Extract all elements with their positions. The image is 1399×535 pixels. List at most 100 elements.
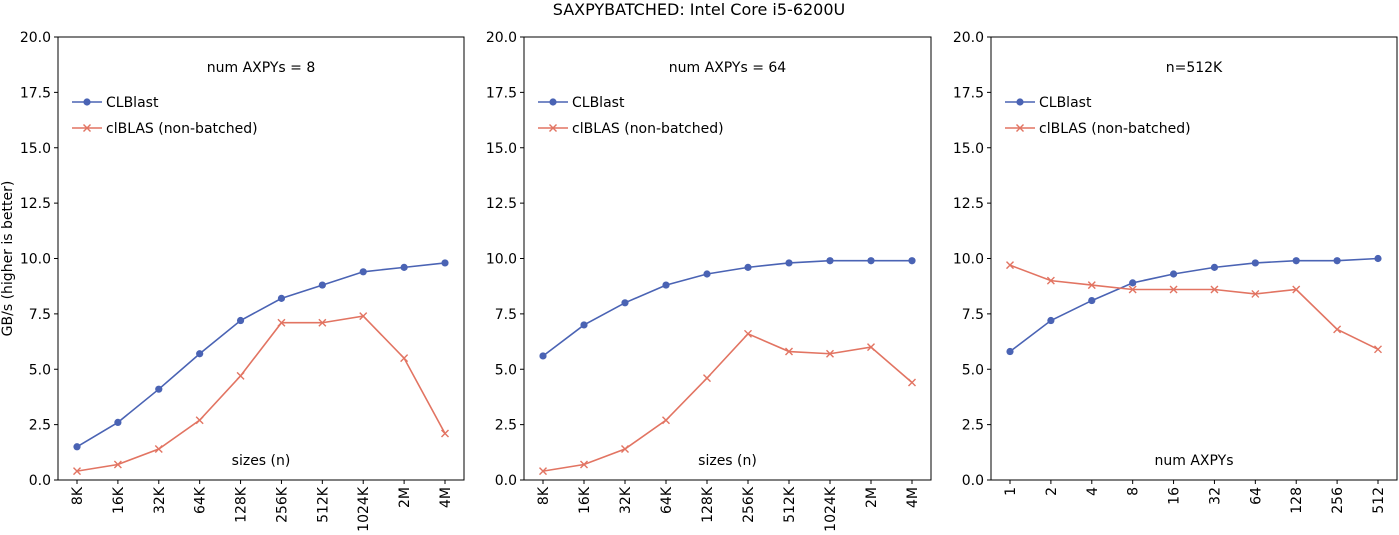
x-marker-stroke — [113, 460, 122, 469]
data-point-clblas — [195, 416, 204, 425]
data-point-clblast — [744, 263, 752, 271]
data-point-clblas — [113, 460, 122, 469]
x-marker-stroke — [73, 467, 81, 476]
legend: CLBlast clBLAS (non-batched) — [72, 95, 258, 137]
y-tick-label: 10.0 — [20, 252, 51, 268]
x-marker-stroke — [318, 318, 327, 327]
legend-item-clblas: clBLAS (non-batched) — [1005, 121, 1191, 137]
series-line-clblast — [76, 262, 446, 448]
y-tick-label: 20.0 — [486, 30, 517, 46]
data-point-clblast — [441, 259, 449, 267]
data-point-clblast — [1006, 347, 1014, 356]
x-tick-label: 4 — [1085, 487, 1101, 496]
panel-annotation: num AXPYs = 8 — [207, 60, 316, 76]
legend-marker — [549, 124, 557, 132]
x-tick-label: 4M — [905, 487, 921, 508]
x-marker-stroke — [1374, 345, 1382, 354]
legend-marker — [1016, 98, 1024, 106]
data-point-clblas — [908, 378, 916, 387]
x-marker-stroke — [1128, 285, 1137, 294]
data-point-clblast — [703, 270, 711, 278]
data-point-clblas — [703, 374, 711, 383]
series-line-clblast — [542, 259, 912, 357]
data-point-clblas — [1046, 276, 1055, 285]
y-tick-label: 2.5 — [495, 418, 517, 434]
legend-item-clblas: clBLAS (non-batched) — [72, 121, 258, 137]
y-tick-label: 17.5 — [20, 85, 51, 101]
x-tick-label: 1 — [1003, 487, 1019, 496]
y-tick-label: 5.0 — [962, 362, 984, 378]
data-point-clblas — [580, 460, 588, 469]
data-point-clblas — [154, 444, 163, 453]
data-point-clblast — [1210, 263, 1219, 271]
x-axis-label: num AXPYs — [1155, 453, 1234, 469]
x-tick-label: 2 — [1044, 487, 1060, 496]
x-tick-label: 256K — [274, 486, 290, 523]
x-marker-stroke — [1292, 285, 1301, 294]
data-point-clblas — [441, 429, 449, 438]
x-tick-label: 512 — [1371, 487, 1387, 514]
data-point-clblast — [277, 294, 286, 302]
data-point-clblas — [277, 318, 286, 327]
x-marker-stroke — [1251, 289, 1260, 298]
data-point-clblast — [1129, 279, 1137, 287]
x-tick-label: 2M — [864, 487, 880, 508]
x-marker-stroke — [580, 460, 588, 469]
data-point-clblas — [662, 416, 670, 425]
legend-marker — [549, 98, 557, 106]
x-tick-label: 64K — [193, 486, 209, 514]
y-tick-label: 17.5 — [486, 85, 517, 101]
data-point-clblast — [826, 257, 834, 265]
data-point-clblas — [1374, 345, 1382, 354]
data-point-clblas — [1169, 285, 1178, 294]
y-tick-label: 5.0 — [495, 362, 517, 378]
x-marker-stroke — [703, 374, 711, 383]
y-tick-label: 12.5 — [20, 196, 51, 212]
y-tick-label: 20.0 — [953, 30, 984, 46]
legend-item-clblast: CLBlast — [538, 95, 625, 111]
data-point-clblast — [1333, 257, 1341, 265]
data-point-clblast — [1374, 254, 1382, 263]
y-tick-label: 7.5 — [962, 307, 984, 323]
data-point-clblast — [359, 268, 367, 276]
data-point-clblas — [539, 467, 547, 476]
y-tick-label: 15.0 — [486, 141, 517, 157]
data-point-clblas — [1251, 289, 1260, 298]
figure-title: SAXPYBATCHED: Intel Core i5-6200U — [553, 0, 846, 19]
x-marker-stroke — [1046, 276, 1055, 285]
panel-annotation: num AXPYs = 64 — [669, 60, 787, 76]
x-tick-label: 64 — [1248, 487, 1264, 505]
y-tick-label: 15.0 — [20, 141, 51, 157]
x-marker-stroke — [1169, 285, 1178, 294]
x-marker-stroke — [662, 416, 670, 425]
series-line-clblas — [1009, 264, 1379, 351]
x-marker-stroke — [1006, 261, 1014, 270]
data-point-clblast — [539, 352, 547, 360]
legend-marker — [83, 124, 91, 132]
data-point-clblas — [621, 444, 629, 453]
x-tick-label: 128 — [1289, 487, 1305, 514]
y-tick-label: 17.5 — [953, 85, 984, 101]
x-marker-stroke — [1087, 281, 1096, 290]
x-marker-stroke — [744, 329, 752, 338]
data-point-clblast — [867, 257, 875, 265]
data-point-clblas — [785, 347, 793, 356]
x-tick-label: 256 — [1330, 487, 1346, 514]
x-tick-label: 128K — [234, 486, 250, 523]
legend-item-clblast: CLBlast — [72, 95, 159, 111]
x-marker-stroke — [441, 429, 449, 438]
x-tick-label: 8 — [1126, 487, 1142, 496]
legend-label: clBLAS (non-batched) — [1039, 121, 1191, 137]
data-point-clblast — [114, 418, 122, 427]
data-point-clblast — [236, 316, 245, 325]
data-point-clblast — [318, 281, 326, 289]
data-point-clblast — [621, 299, 629, 307]
x-tick-label: 16 — [1167, 487, 1183, 505]
y-tick-label: 12.5 — [486, 196, 517, 212]
data-point-clblast — [73, 443, 81, 451]
x-tick-label: 512K — [315, 486, 331, 523]
legend-marker — [1016, 124, 1024, 132]
x-axis-label: sizes (n) — [698, 453, 757, 469]
x-tick-label: 64K — [659, 486, 675, 514]
x-marker-stroke — [1333, 325, 1342, 334]
